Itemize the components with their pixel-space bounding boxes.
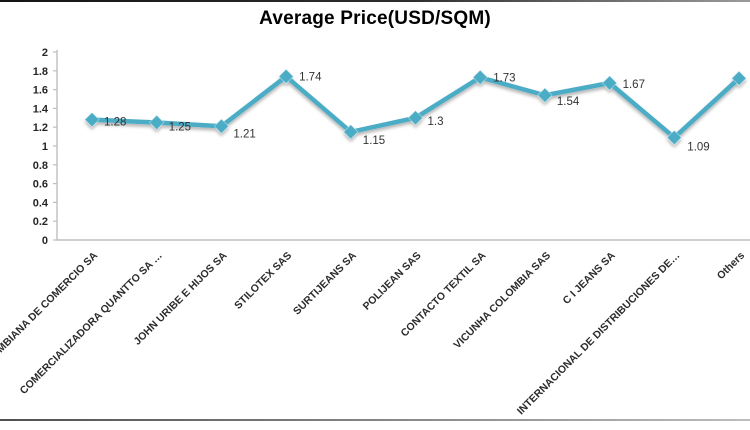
data-point-marker [666,129,683,146]
y-axis-tick-label: 0.6 [33,179,48,191]
x-axis-category-label: STILOTEX SAS [232,250,294,312]
y-axis-tick-label: 1.8 [33,66,48,78]
data-point-label: 1.3 [428,116,444,128]
data-point-marker [472,69,489,86]
chart-title: Average Price(USD/SQM) [259,8,491,29]
data-point-marker [407,109,424,126]
y-axis-tick-label: 0 [42,235,48,247]
y-axis-tick-label: 1.4 [33,103,49,115]
data-point-marker [278,68,295,85]
window-bottom-edge [0,419,750,421]
x-axis-category-label: COMERCIALIZADORA QUANTTO SA … [18,250,165,397]
data-point-label: 1.73 [493,72,515,84]
window-top-edge [0,0,750,2]
y-axis-tick-label: 1.2 [33,122,48,134]
data-point-label: 1.28 [104,117,126,129]
data-point-label: 1.25 [169,122,191,134]
y-axis-tick-label: 0.8 [33,160,48,172]
x-axis-category-label: Others [715,250,748,283]
data-point-label: 1.67 [623,79,645,91]
data-point-label: 1.15 [363,135,385,147]
x-axis-category-label: SURTIJEANS SA [291,249,359,317]
data-point-label: 1.74 [299,71,322,83]
x-axis-category-label: MBIANA DE COMERCIO SA [0,249,100,355]
y-axis-tick-label: 0.2 [33,216,48,228]
data-point-marker [342,123,359,140]
y-axis-tick-label: 1 [42,141,48,153]
data-point-marker [213,118,230,135]
data-point-marker [148,114,165,131]
data-point-label: 1.54 [557,96,580,108]
data-point-label: 1.21 [233,128,255,140]
data-point-marker [536,87,553,104]
data-point-marker [601,75,618,91]
price-series-group [84,68,747,146]
y-axis-tick-label: 1.6 [33,85,48,97]
x-axis-category-label: C I JEANS SA [561,249,618,306]
y-axis-tick-label: 0.4 [33,197,49,209]
y-axis-tick-label: 2 [42,47,48,59]
data-point-label: 1.09 [687,142,709,154]
x-axis-category-label: POLIJEAN SAS [361,250,424,313]
data-point-marker [84,111,100,128]
data-point-marker [731,70,747,87]
